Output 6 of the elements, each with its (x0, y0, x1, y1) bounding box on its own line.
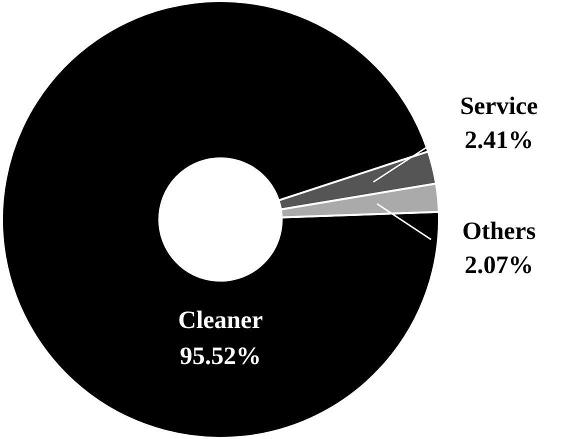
slice-label: Cleaner (178, 307, 263, 334)
data-label: 95.52% (180, 343, 262, 370)
data-label: 2.41% (464, 126, 534, 154)
slice-label: Service (460, 92, 538, 120)
legend-label: Others (462, 218, 536, 245)
data-label: 2.07% (464, 252, 534, 279)
